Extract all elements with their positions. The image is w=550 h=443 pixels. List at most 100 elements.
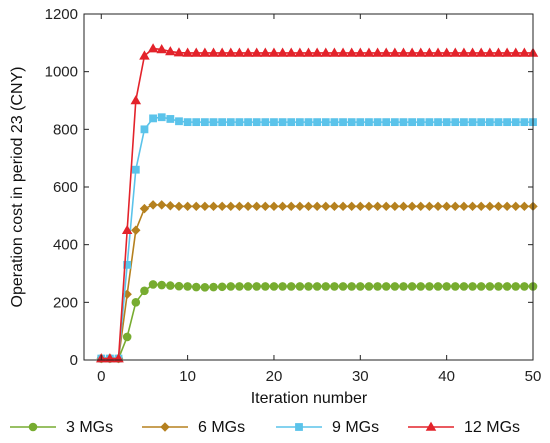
series-1-point [304, 282, 313, 291]
series-3-point [365, 118, 373, 127]
series-1-point [476, 282, 486, 291]
series-2-point [200, 201, 210, 212]
series-1-point [278, 282, 287, 291]
series-1-point [312, 282, 322, 291]
series-3-point [408, 118, 417, 127]
series-1-point [166, 281, 175, 290]
series-1-point [321, 282, 331, 291]
legend-item: 6 MGs [142, 419, 245, 436]
series-4-point [165, 46, 176, 56]
series-3-point [503, 118, 511, 127]
series-4-point [199, 47, 211, 57]
series-2-point [260, 201, 271, 212]
series-3-point [261, 118, 270, 127]
series-4-point [277, 47, 288, 57]
series-4-point [294, 47, 306, 57]
series-1-point [520, 282, 529, 291]
series-4-point [320, 47, 332, 57]
x-tick-label: 50 [525, 368, 542, 385]
series-3-point [382, 118, 391, 127]
plot-frame [83, 13, 534, 361]
series-3-line [101, 116, 533, 360]
series-1-point [399, 282, 408, 291]
series-2-point [390, 201, 400, 212]
series-4-point [415, 47, 427, 57]
series-2-point [148, 200, 158, 210]
series-1-point [485, 282, 495, 291]
series-2-point [286, 201, 296, 212]
series-1-point [407, 282, 417, 291]
series-4-point [493, 47, 504, 57]
series-2-point [269, 201, 279, 212]
series-2-point [433, 201, 443, 212]
series-4-point [432, 47, 444, 57]
series-4-point [311, 47, 323, 57]
series-1-point [157, 280, 167, 290]
legend-item: 3 MGs [10, 419, 113, 436]
legend-item: 12 MGs [408, 419, 520, 436]
series-2-point [182, 201, 193, 212]
series-1-point [226, 282, 236, 291]
series-4-point [467, 47, 478, 57]
series-1-point [468, 282, 477, 291]
series-1-point [209, 282, 218, 292]
series-2-point [381, 201, 391, 212]
series-3-point [442, 118, 451, 127]
series-1-point [373, 282, 382, 291]
series-4-point [156, 44, 167, 54]
series-2-point [493, 201, 504, 212]
series-2-point [217, 201, 227, 212]
series-4-point [372, 47, 383, 57]
series-3-point [270, 118, 278, 127]
series-3-point [468, 118, 477, 127]
series-3-point [157, 113, 166, 122]
series-2-point [277, 201, 288, 212]
series-3 [97, 113, 537, 363]
series-4-point [475, 47, 487, 57]
series-1-point [217, 282, 227, 292]
series-2-point [476, 201, 486, 212]
series-2-point [234, 201, 245, 212]
series-3-point [183, 118, 192, 127]
series-4-point [355, 47, 366, 57]
series-2-point [165, 201, 176, 211]
series-3-point [451, 118, 460, 127]
series-1-point [511, 282, 521, 291]
series-1-point [338, 282, 348, 291]
series-4-point [484, 47, 496, 57]
series-1-point [269, 282, 279, 291]
series-1-point [191, 282, 201, 292]
series-4-point [208, 47, 219, 57]
series-3-point [477, 118, 486, 127]
series-2-point [139, 203, 150, 214]
series-1-point [148, 280, 158, 289]
legend-label: 6 MGs [198, 419, 245, 436]
series-4-point [260, 47, 271, 57]
series-4-point [406, 47, 418, 57]
series-4-point [285, 47, 297, 57]
series-3-point [192, 118, 201, 127]
series-3-point [416, 118, 425, 127]
series-4-point [303, 47, 314, 57]
series-1-point [183, 282, 192, 291]
series-3-point [252, 118, 261, 127]
series-3-point [244, 118, 252, 127]
series-3-point [200, 118, 209, 127]
series-1-point [502, 282, 512, 291]
series-1-point [381, 282, 391, 291]
series-3-point [485, 118, 494, 127]
series-3-point [209, 118, 218, 127]
series-2-point [226, 201, 236, 212]
series-4-point [337, 47, 349, 57]
y-tick-label: 0 [70, 352, 78, 369]
y-tick-label: 400 [53, 237, 78, 254]
series-4-point [450, 47, 461, 57]
series-1-point [131, 298, 141, 307]
series-2-point [321, 201, 331, 212]
x-tick-label: 30 [352, 368, 369, 385]
series-1-point [450, 282, 460, 291]
series-4-point [121, 224, 133, 235]
series-3-point [520, 118, 529, 127]
series-1-point [174, 281, 184, 291]
